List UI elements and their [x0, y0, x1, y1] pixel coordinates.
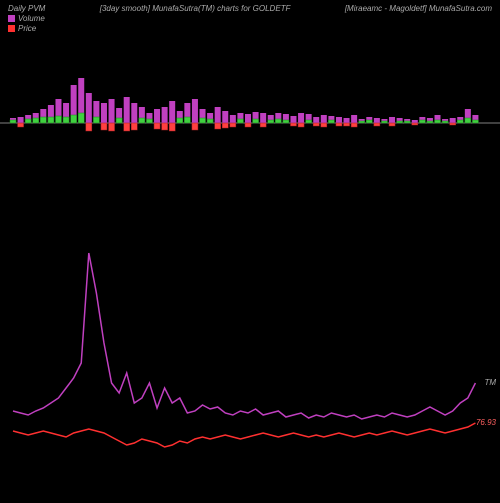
- header-right-title: [Miraeamc - Magoldetf] MunafaSutra.com: [345, 4, 492, 13]
- header-center-title: [3day smooth] MunafaSutra(TM) charts for…: [45, 4, 344, 13]
- header-left-title: Daily PVM: [8, 4, 45, 13]
- price-value-label: 76.93: [476, 418, 496, 427]
- chart-svg: [0, 33, 500, 503]
- legend-price-label: Price: [18, 24, 36, 33]
- legend-volume-label: Volume: [18, 14, 45, 23]
- legend-volume-square: [8, 15, 15, 22]
- legend-price-square: [8, 25, 15, 32]
- chart-header: Daily PVM Volume Price [3day smooth] Mun…: [0, 0, 500, 33]
- tm-label: TM: [484, 378, 496, 387]
- chart-container: TM 76.93: [0, 33, 500, 503]
